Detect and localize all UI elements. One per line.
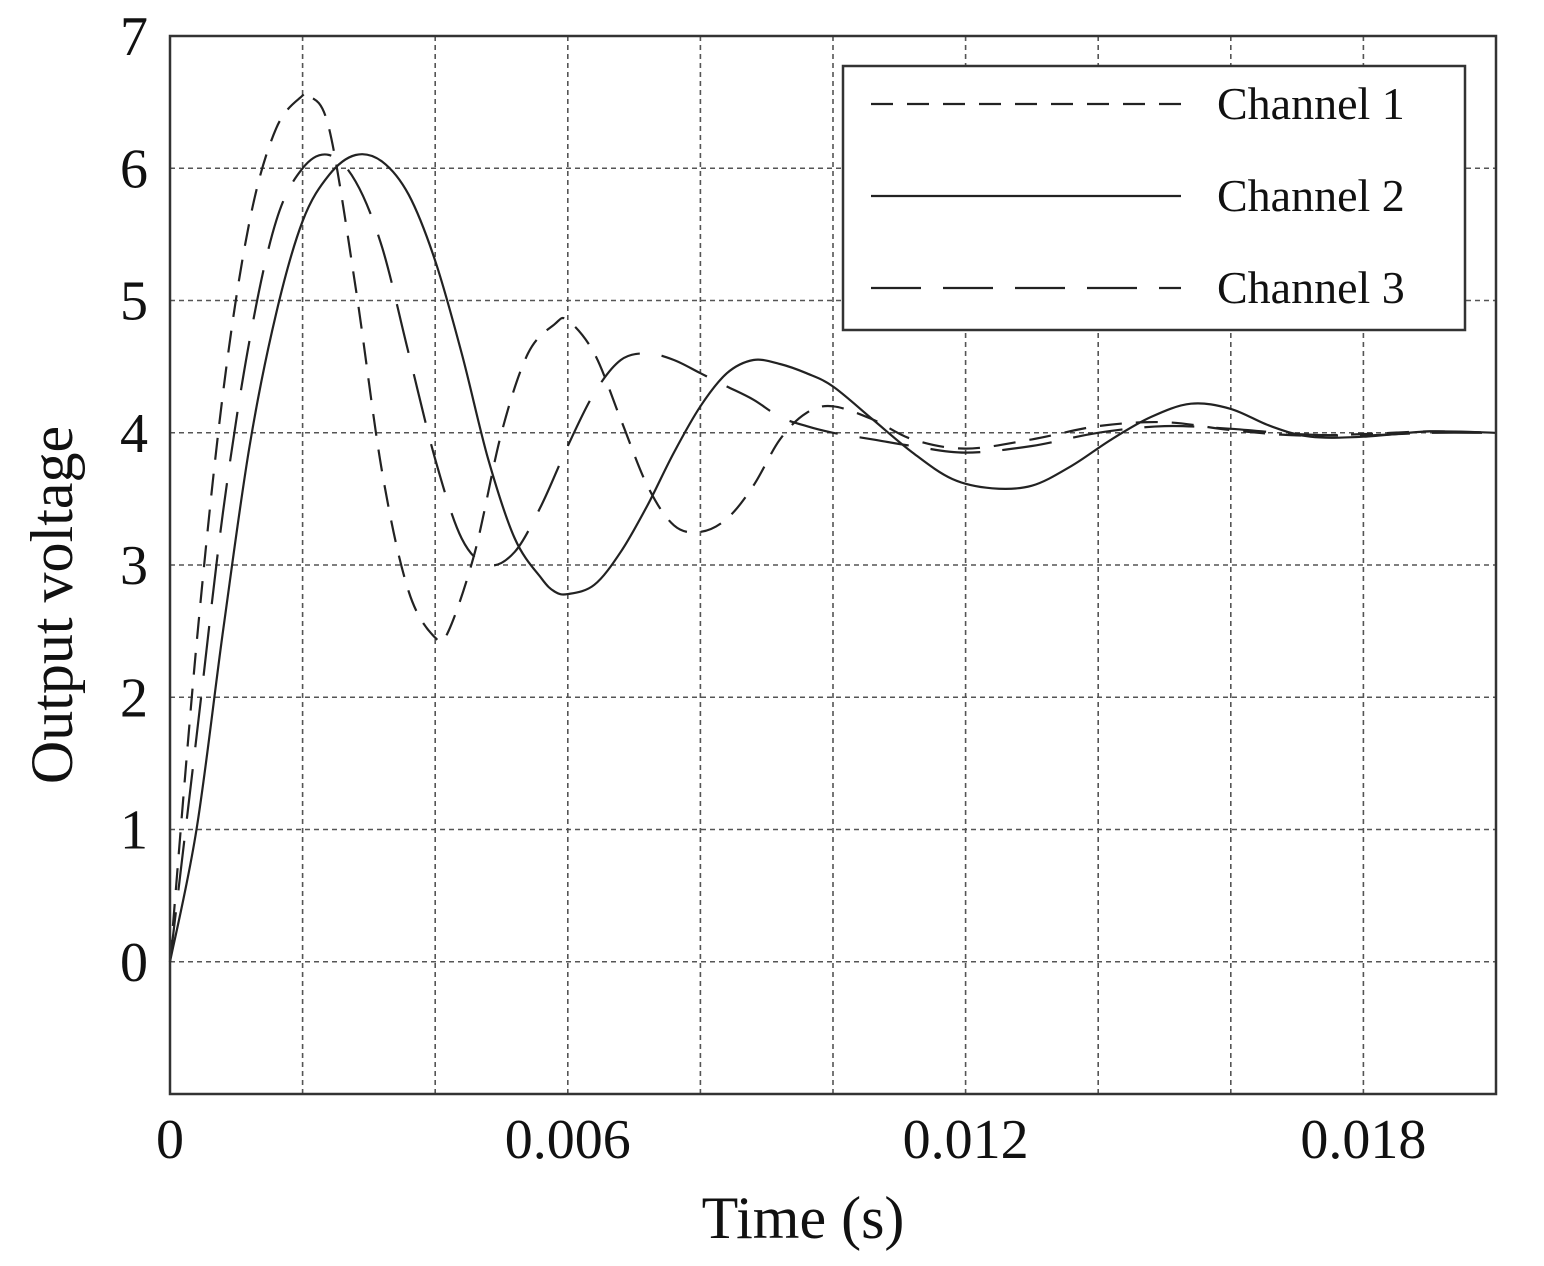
y-tick-label: 3 — [120, 535, 148, 597]
legend-label-channel-2: Channel 2 — [1217, 170, 1405, 221]
series-lines — [168, 90, 1497, 963]
legend: Channel 1 Channel 2 Channel 3 — [841, 64, 1467, 332]
y-tick-label: 5 — [120, 271, 148, 333]
series-line-channel-3 — [168, 153, 1497, 962]
series-line-channel-1 — [168, 90, 1497, 962]
y-tick-label: 6 — [120, 138, 148, 200]
series-line-channel-2 — [168, 153, 1497, 963]
y-tick-label: 1 — [120, 800, 148, 862]
legend-label-channel-1: Channel 1 — [1217, 78, 1405, 129]
legend-label-channel-3: Channel 3 — [1217, 262, 1405, 313]
x-tick-label: 0.006 — [505, 1109, 631, 1171]
y-tick-label: 4 — [120, 403, 148, 465]
x-axis-label: Time (s) — [702, 1185, 905, 1251]
x-tick-label: 0 — [156, 1109, 184, 1171]
y-axis-label: Output voltage — [19, 426, 85, 784]
legend-box — [841, 64, 1467, 332]
x-axis-ticks: 0 0.006 0.012 0.018 — [156, 1109, 1426, 1171]
plot-area-frame — [168, 34, 1498, 1096]
y-tick-label: 7 — [120, 6, 148, 68]
y-axis-ticks: 0 1 2 3 4 5 6 7 — [120, 6, 148, 994]
y-tick-label: 2 — [120, 667, 148, 729]
x-tick-label: 0.012 — [903, 1109, 1029, 1171]
y-tick-label: 0 — [120, 932, 148, 994]
x-tick-label: 0.018 — [1300, 1109, 1426, 1171]
